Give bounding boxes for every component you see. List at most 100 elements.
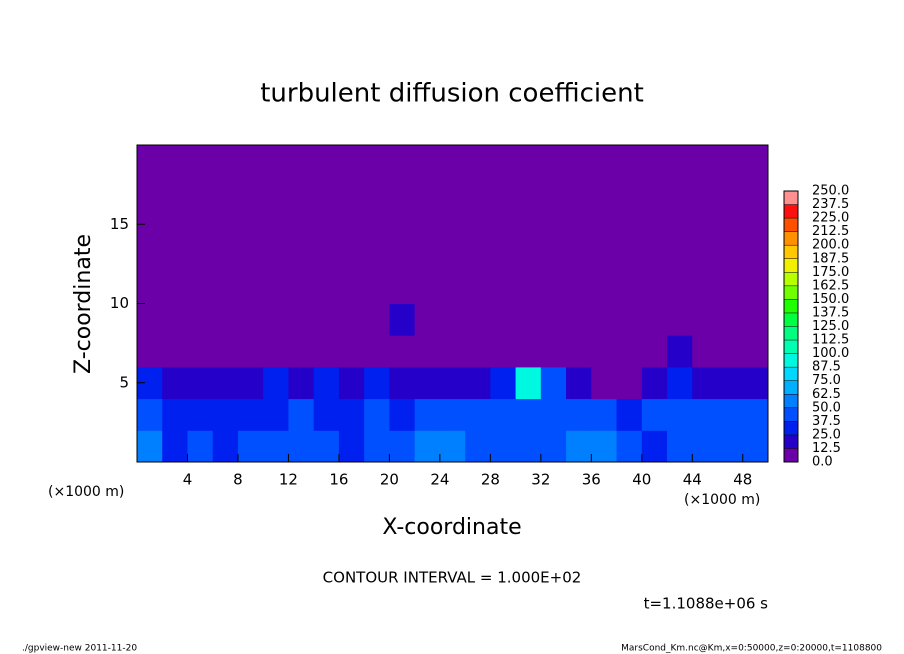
x-tick-label: 28 (481, 471, 500, 489)
heat-cell (566, 145, 592, 178)
heat-cell (288, 303, 315, 336)
colorbar-label: 137.5 (812, 305, 849, 320)
heat-cell (414, 398, 441, 431)
x-tick-label: 24 (430, 471, 449, 489)
colorbar-box (784, 367, 798, 381)
colorbar-label: 75.0 (812, 373, 841, 388)
x-axis-label: X-coordinate (382, 515, 521, 540)
heat-cell (717, 271, 744, 304)
heat-cell (667, 366, 693, 400)
heat-cell (717, 303, 744, 336)
y-tick-label: 15 (110, 215, 129, 233)
heat-cell (742, 240, 769, 273)
heat-cell (439, 176, 466, 209)
heat-cell (439, 335, 466, 368)
heat-cell (389, 240, 416, 273)
heat-cell (212, 176, 239, 209)
heat-cell (263, 176, 289, 209)
heat-cell (338, 430, 365, 463)
heat-cell (439, 303, 466, 336)
heat-cell (187, 145, 214, 178)
heat-cell (137, 145, 163, 178)
footer-right: MarsCond_Km.nc@Km,x=0:50000,z=0:20000,t=… (621, 644, 882, 654)
x-tick-label: 32 (531, 471, 550, 489)
heat-cell (641, 398, 668, 431)
colorbar-box (784, 204, 798, 219)
heat-cell (490, 271, 517, 304)
heat-cell (641, 335, 668, 368)
heat-cell (490, 145, 517, 178)
x-tick-label: 4 (183, 471, 193, 489)
heat-cell (162, 430, 188, 463)
colorbar-box (784, 299, 798, 313)
heat-cell (414, 208, 441, 241)
heat-cell (137, 176, 163, 209)
heat-cell (187, 335, 214, 368)
colorbar-box (784, 218, 798, 232)
heat-cell (465, 145, 491, 178)
colorbar-label: 162.5 (812, 278, 849, 293)
heat-cell (364, 430, 390, 463)
heat-cell (439, 208, 466, 241)
heat-cell (364, 145, 390, 178)
heat-cell (414, 335, 441, 368)
heat-cell (566, 366, 592, 400)
heat-cell (692, 240, 719, 273)
heat-cell (667, 271, 693, 304)
colorbar-label: 112.5 (812, 333, 849, 348)
heat-cell (591, 176, 618, 209)
colorbar-label: 25.0 (812, 427, 841, 442)
heat-cell (338, 208, 365, 241)
heat-cell (490, 176, 517, 209)
colorbar-box (784, 326, 798, 341)
heat-cell (641, 430, 668, 463)
heat-cell (717, 208, 744, 241)
colorbar-label: 87.5 (812, 360, 841, 375)
heat-cell (338, 366, 365, 400)
heat-cell (162, 335, 188, 368)
heat-cell (717, 366, 744, 400)
heat-cell (692, 430, 719, 463)
heat-cell (667, 335, 693, 368)
heat-cell (313, 335, 340, 368)
heat-cell (162, 271, 188, 304)
heat-cell (591, 398, 618, 431)
heat-cell (465, 366, 491, 400)
heat-cell (212, 271, 239, 304)
heat-cell (667, 145, 693, 178)
y-tick-label: 5 (119, 373, 129, 391)
heat-cell (540, 145, 567, 178)
heat-cell (591, 145, 618, 178)
heat-cell (313, 430, 340, 463)
heat-cell (515, 176, 542, 209)
heat-cell (566, 303, 592, 336)
heat-cell (465, 176, 491, 209)
heat-cell (566, 430, 592, 463)
heat-cell (717, 398, 744, 431)
heat-cell (414, 240, 441, 273)
heat-cell (313, 398, 340, 431)
heat-cell (692, 398, 719, 431)
heat-cell (439, 398, 466, 431)
heat-cell (490, 430, 517, 463)
heat-cell (338, 398, 365, 431)
heat-cell (540, 176, 567, 209)
colorbar-label: 100.0 (812, 346, 849, 361)
colorbar-label: 150.0 (812, 292, 849, 307)
heat-cell (212, 240, 239, 273)
heat-cell (742, 430, 769, 463)
heat-cell (490, 303, 517, 336)
heat-cell (667, 303, 693, 336)
heat-cell (490, 366, 517, 400)
heat-cell (566, 398, 592, 431)
heat-cell (364, 335, 390, 368)
x-tick-label: 44 (683, 471, 702, 489)
x-tick-label: 12 (279, 471, 298, 489)
heat-cell (212, 335, 239, 368)
heat-cell (313, 366, 340, 400)
heat-cell (364, 208, 390, 241)
heat-cell (338, 303, 365, 336)
heat-cell (591, 240, 618, 273)
heat-cell (237, 145, 264, 178)
heat-cell (515, 145, 542, 178)
